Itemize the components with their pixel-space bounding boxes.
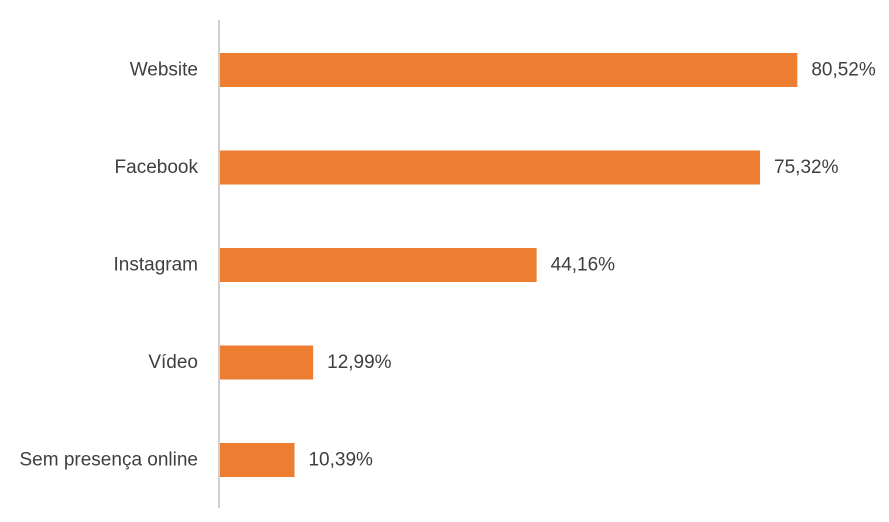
bar-instagram — [220, 248, 537, 282]
category-label-instagram: Instagram — [114, 255, 198, 276]
bar-website — [220, 53, 798, 87]
data-label-sem-presenca-online: 10,39% — [308, 450, 373, 471]
category-label-website: Website — [130, 60, 198, 81]
data-label-website: 80,52% — [811, 60, 876, 81]
bars-group — [220, 53, 798, 477]
category-label-facebook: Facebook — [115, 157, 199, 178]
category-label-sem-presenca-online: Sem presença online — [20, 450, 199, 471]
bar-sem-presenca-online — [220, 443, 295, 477]
bar-video — [220, 345, 314, 380]
data-label-video: 12,99% — [327, 352, 392, 373]
labels-group: Website 80,52% Facebook 75,32% Instagram 44,1… — [20, 60, 876, 471]
bar-facebook — [220, 150, 761, 185]
category-label-video: Vídeo — [148, 352, 198, 373]
data-label-instagram: 44,16% — [551, 255, 616, 276]
data-label-facebook: 75,32% — [774, 157, 839, 178]
